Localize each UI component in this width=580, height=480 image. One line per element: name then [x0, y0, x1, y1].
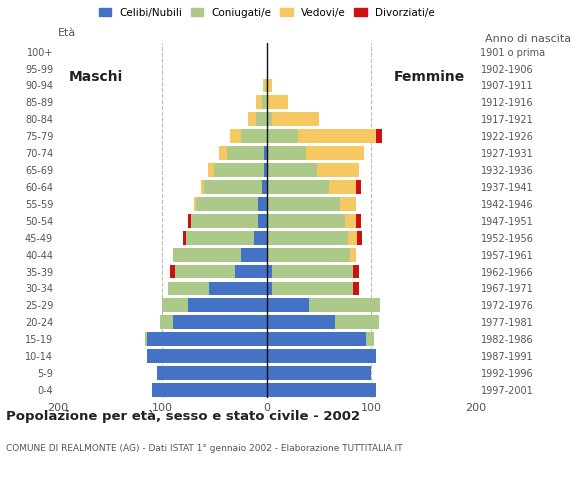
- Bar: [256, 96, 262, 109]
- Bar: [194, 197, 196, 211]
- Bar: [272, 282, 353, 295]
- Bar: [267, 315, 335, 329]
- Bar: [262, 180, 267, 194]
- Bar: [298, 129, 376, 143]
- Bar: [175, 264, 235, 278]
- Bar: [262, 96, 267, 109]
- Bar: [264, 79, 267, 93]
- Bar: [227, 146, 264, 160]
- Bar: [267, 231, 348, 245]
- Bar: [147, 349, 267, 363]
- Bar: [188, 214, 191, 228]
- Text: Anno di nascita: Anno di nascita: [485, 34, 571, 44]
- Bar: [356, 180, 361, 194]
- Bar: [170, 264, 175, 278]
- Bar: [267, 180, 329, 194]
- Bar: [353, 264, 358, 278]
- Bar: [201, 180, 204, 194]
- Legend: Celibi/Nubili, Coniugati/e, Vedovi/e, Divorziati/e: Celibi/Nubili, Coniugati/e, Vedovi/e, Di…: [99, 8, 434, 18]
- Bar: [267, 366, 371, 380]
- Bar: [208, 163, 213, 177]
- Bar: [267, 112, 272, 126]
- Bar: [357, 231, 362, 245]
- Bar: [188, 299, 267, 312]
- Bar: [272, 264, 353, 278]
- Text: Maschi: Maschi: [68, 71, 123, 84]
- Bar: [267, 197, 340, 211]
- Bar: [353, 282, 358, 295]
- Text: Popolazione per età, sesso e stato civile - 2002: Popolazione per età, sesso e stato civil…: [6, 410, 360, 423]
- Bar: [348, 231, 357, 245]
- Bar: [267, 146, 306, 160]
- Bar: [264, 146, 267, 160]
- Bar: [267, 332, 366, 346]
- Bar: [267, 214, 345, 228]
- Bar: [340, 197, 356, 211]
- Text: Età: Età: [58, 28, 76, 38]
- Bar: [317, 163, 358, 177]
- Bar: [267, 264, 272, 278]
- Bar: [241, 129, 267, 143]
- Bar: [173, 315, 267, 329]
- Bar: [267, 129, 298, 143]
- Bar: [204, 180, 262, 194]
- Bar: [157, 366, 267, 380]
- Bar: [267, 349, 376, 363]
- Bar: [235, 264, 267, 278]
- Bar: [241, 248, 267, 262]
- Bar: [356, 214, 361, 228]
- Bar: [186, 231, 254, 245]
- Bar: [267, 96, 288, 109]
- Bar: [256, 112, 267, 126]
- Bar: [264, 163, 267, 177]
- Bar: [254, 231, 267, 245]
- Bar: [267, 383, 376, 397]
- Bar: [191, 214, 259, 228]
- Bar: [376, 129, 382, 143]
- Bar: [213, 163, 264, 177]
- Text: Femmine: Femmine: [394, 71, 465, 84]
- Bar: [168, 282, 209, 295]
- Bar: [350, 248, 356, 262]
- Bar: [209, 282, 267, 295]
- Bar: [267, 282, 272, 295]
- Bar: [267, 79, 272, 93]
- Bar: [259, 197, 267, 211]
- Bar: [147, 332, 267, 346]
- Bar: [267, 163, 317, 177]
- Bar: [329, 180, 356, 194]
- Bar: [309, 299, 379, 312]
- Bar: [335, 315, 379, 329]
- Bar: [366, 332, 374, 346]
- Bar: [219, 146, 227, 160]
- Bar: [152, 383, 267, 397]
- Bar: [263, 79, 264, 93]
- Bar: [196, 197, 259, 211]
- Bar: [144, 332, 147, 346]
- Bar: [267, 299, 309, 312]
- Bar: [160, 315, 173, 329]
- Bar: [230, 129, 241, 143]
- Bar: [345, 214, 356, 228]
- Bar: [162, 299, 188, 312]
- Bar: [259, 214, 267, 228]
- Bar: [272, 112, 319, 126]
- Bar: [306, 146, 364, 160]
- Bar: [267, 248, 350, 262]
- Bar: [183, 231, 186, 245]
- Text: COMUNE DI REALMONTE (AG) - Dati ISTAT 1° gennaio 2002 - Elaborazione TUTTITALIA.: COMUNE DI REALMONTE (AG) - Dati ISTAT 1°…: [6, 444, 403, 453]
- Bar: [173, 248, 241, 262]
- Bar: [248, 112, 256, 126]
